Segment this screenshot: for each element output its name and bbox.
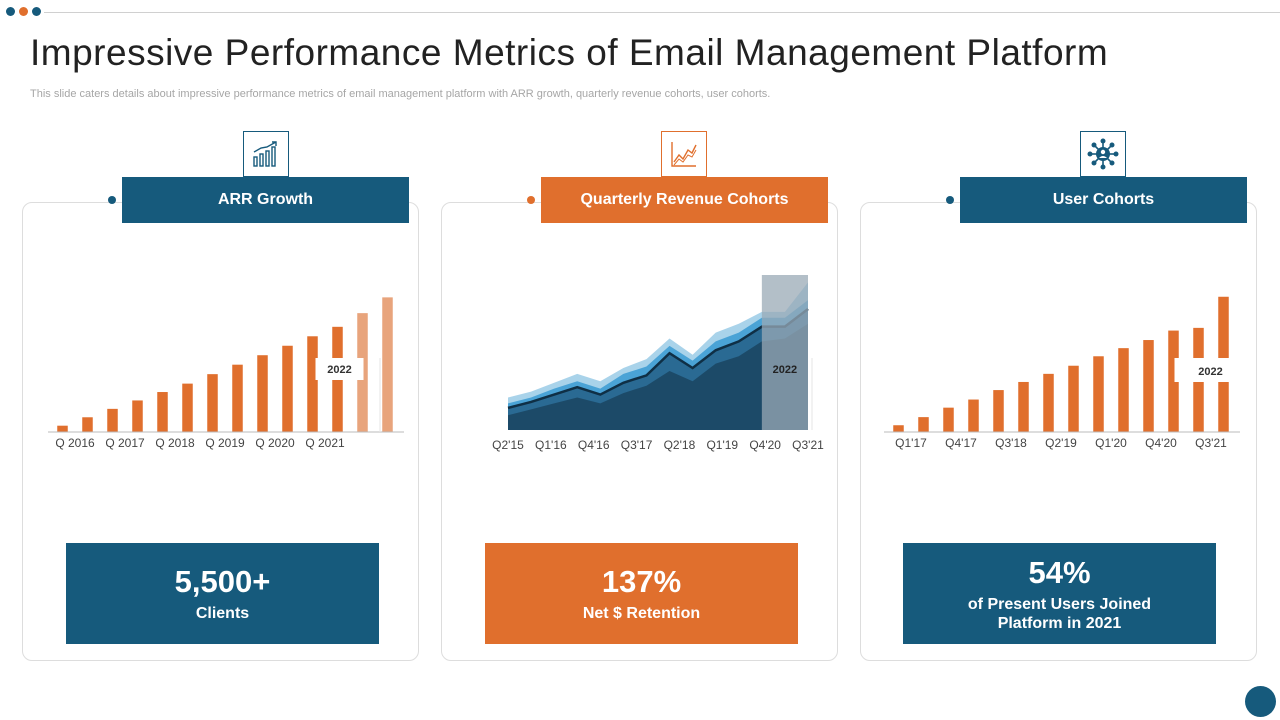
arr-annotation-label: 2022 bbox=[327, 364, 351, 376]
revenue-tick-label: Q4'20 bbox=[749, 438, 781, 452]
arr-bar bbox=[282, 345, 293, 432]
line-chart-icon bbox=[661, 131, 707, 177]
arr-bar bbox=[207, 374, 218, 432]
revenue-cohorts-chart: 2022 Q2'15 Q1'16 Q4'16 Q3'17 Q2'18 Q1'19 Q4'20 Q… bbox=[492, 275, 824, 452]
arr-tick-label: Q 2019 bbox=[205, 436, 245, 450]
arr-bar bbox=[382, 297, 393, 432]
arr-tick-label: Q 2016 bbox=[55, 436, 95, 450]
users-tick-label: Q3'21 bbox=[1195, 436, 1227, 450]
users-bar bbox=[1018, 381, 1029, 432]
users-bar bbox=[993, 390, 1004, 432]
users-bar bbox=[1143, 340, 1154, 432]
revenue-tick-label: Q3'21 bbox=[792, 438, 824, 452]
users-tick-label: Q4'17 bbox=[945, 436, 977, 450]
users-bar bbox=[1093, 356, 1104, 432]
revenue-tick-label: Q1'19 bbox=[706, 438, 738, 452]
arr-tick-label: Q 2020 bbox=[255, 436, 295, 450]
page-subtitle: This slide caters details about impressi… bbox=[30, 88, 771, 100]
user-cohorts-heading: User Cohorts bbox=[960, 177, 1247, 223]
users-bar bbox=[943, 407, 954, 432]
revenue-tick-label: Q4'16 bbox=[578, 438, 610, 452]
clients-stat-box: 5,500+ Clients bbox=[66, 543, 379, 644]
users-stat-value: 54% bbox=[1028, 554, 1091, 590]
users-annotation-bg bbox=[1174, 358, 1231, 382]
arr-bar bbox=[307, 336, 318, 432]
users-bar bbox=[1043, 373, 1054, 432]
bar-growth-icon bbox=[243, 131, 289, 177]
arr-bar bbox=[157, 392, 168, 432]
arr-bar bbox=[182, 383, 193, 432]
users-bar bbox=[1118, 348, 1129, 432]
revenue-highlight-2022 bbox=[761, 275, 808, 430]
users-bar bbox=[1168, 330, 1179, 432]
revenue-cohorts-heading: Quarterly Revenue Cohorts bbox=[541, 177, 828, 223]
arr-growth-chart: Q 2016 Q 2017 Q 2018 Q 2019 Q 2020 Q 2021 2022 bbox=[48, 297, 404, 450]
users-bar bbox=[968, 399, 979, 432]
users-tick-label: Q1'20 bbox=[1095, 436, 1127, 450]
arr-tick-label: Q 2018 bbox=[155, 436, 195, 450]
revenue-area-series bbox=[508, 323, 808, 430]
arr-bar bbox=[257, 355, 268, 432]
header-dot bbox=[19, 7, 28, 16]
users-tick-label: Q1'17 bbox=[895, 436, 927, 450]
arr-tick-label: Q 2017 bbox=[105, 436, 145, 450]
arr-annotation-bg bbox=[315, 358, 364, 380]
clients-stat-label: Clients bbox=[195, 605, 250, 622]
user-cohorts-chart: Q1'17 Q4'17 Q3'18 Q2'19 Q1'20 Q4'20 Q3'21 2022 bbox=[884, 296, 1240, 450]
arr-growth-heading: ARR Growth bbox=[122, 177, 409, 223]
header-divider bbox=[44, 12, 1280, 13]
retention-stat-value: 137% bbox=[601, 564, 682, 599]
users-stat-box: 54% of Present Users Joined Platform in … bbox=[903, 543, 1216, 644]
revenue-tick-label: Q2'15 bbox=[492, 438, 524, 452]
arr-bar bbox=[132, 400, 143, 432]
revenue-tick-label: Q3'17 bbox=[621, 438, 653, 452]
users-stat-label: of Present Users Joined Platform in 2021 bbox=[967, 595, 1152, 632]
arr-bar bbox=[107, 408, 118, 432]
retention-stat-label: Net $ Retention bbox=[582, 605, 701, 622]
arr-tick-label: Q 2021 bbox=[305, 436, 345, 450]
revenue-annotation-label: 2022 bbox=[773, 364, 797, 376]
users-tick-label: Q4'20 bbox=[1145, 436, 1177, 450]
user-network-icon bbox=[1080, 131, 1126, 177]
arr-bar bbox=[232, 364, 243, 432]
header-dots bbox=[6, 7, 41, 16]
users-bar bbox=[1068, 365, 1079, 432]
header-dot bbox=[6, 7, 15, 16]
revenue-trend-line bbox=[507, 307, 809, 410]
header-dot bbox=[32, 7, 41, 16]
users-tick-label: Q2'19 bbox=[1045, 436, 1077, 450]
users-tick-label: Q3'18 bbox=[995, 436, 1027, 450]
banner-connector-dot bbox=[527, 196, 535, 204]
users-bar bbox=[893, 425, 904, 432]
arr-bar bbox=[57, 425, 68, 432]
revenue-tick-label: Q2'18 bbox=[664, 438, 696, 452]
corner-circle bbox=[1245, 686, 1276, 717]
banner-connector-dot bbox=[108, 196, 116, 204]
arr-bar bbox=[82, 417, 93, 432]
users-annotation-label: 2022 bbox=[1198, 366, 1222, 378]
banner-connector-dot bbox=[946, 196, 954, 204]
revenue-tick-label: Q1'16 bbox=[535, 438, 567, 452]
users-bar bbox=[918, 417, 929, 432]
page-title: Impressive Performance Metrics of Email … bbox=[30, 32, 1109, 73]
clients-stat-value: 5,500+ bbox=[174, 564, 271, 599]
retention-stat-box: 137% Net $ Retention bbox=[485, 543, 798, 644]
